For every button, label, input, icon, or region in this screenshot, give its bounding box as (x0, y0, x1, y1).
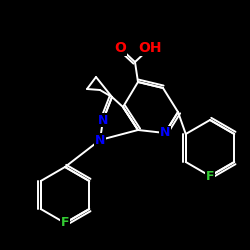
Text: OH: OH (138, 41, 162, 55)
Text: O: O (114, 41, 126, 55)
Text: N: N (98, 114, 108, 126)
Text: N: N (95, 134, 105, 146)
Text: F: F (206, 170, 214, 182)
Text: N: N (160, 126, 170, 140)
Text: F: F (61, 216, 69, 230)
